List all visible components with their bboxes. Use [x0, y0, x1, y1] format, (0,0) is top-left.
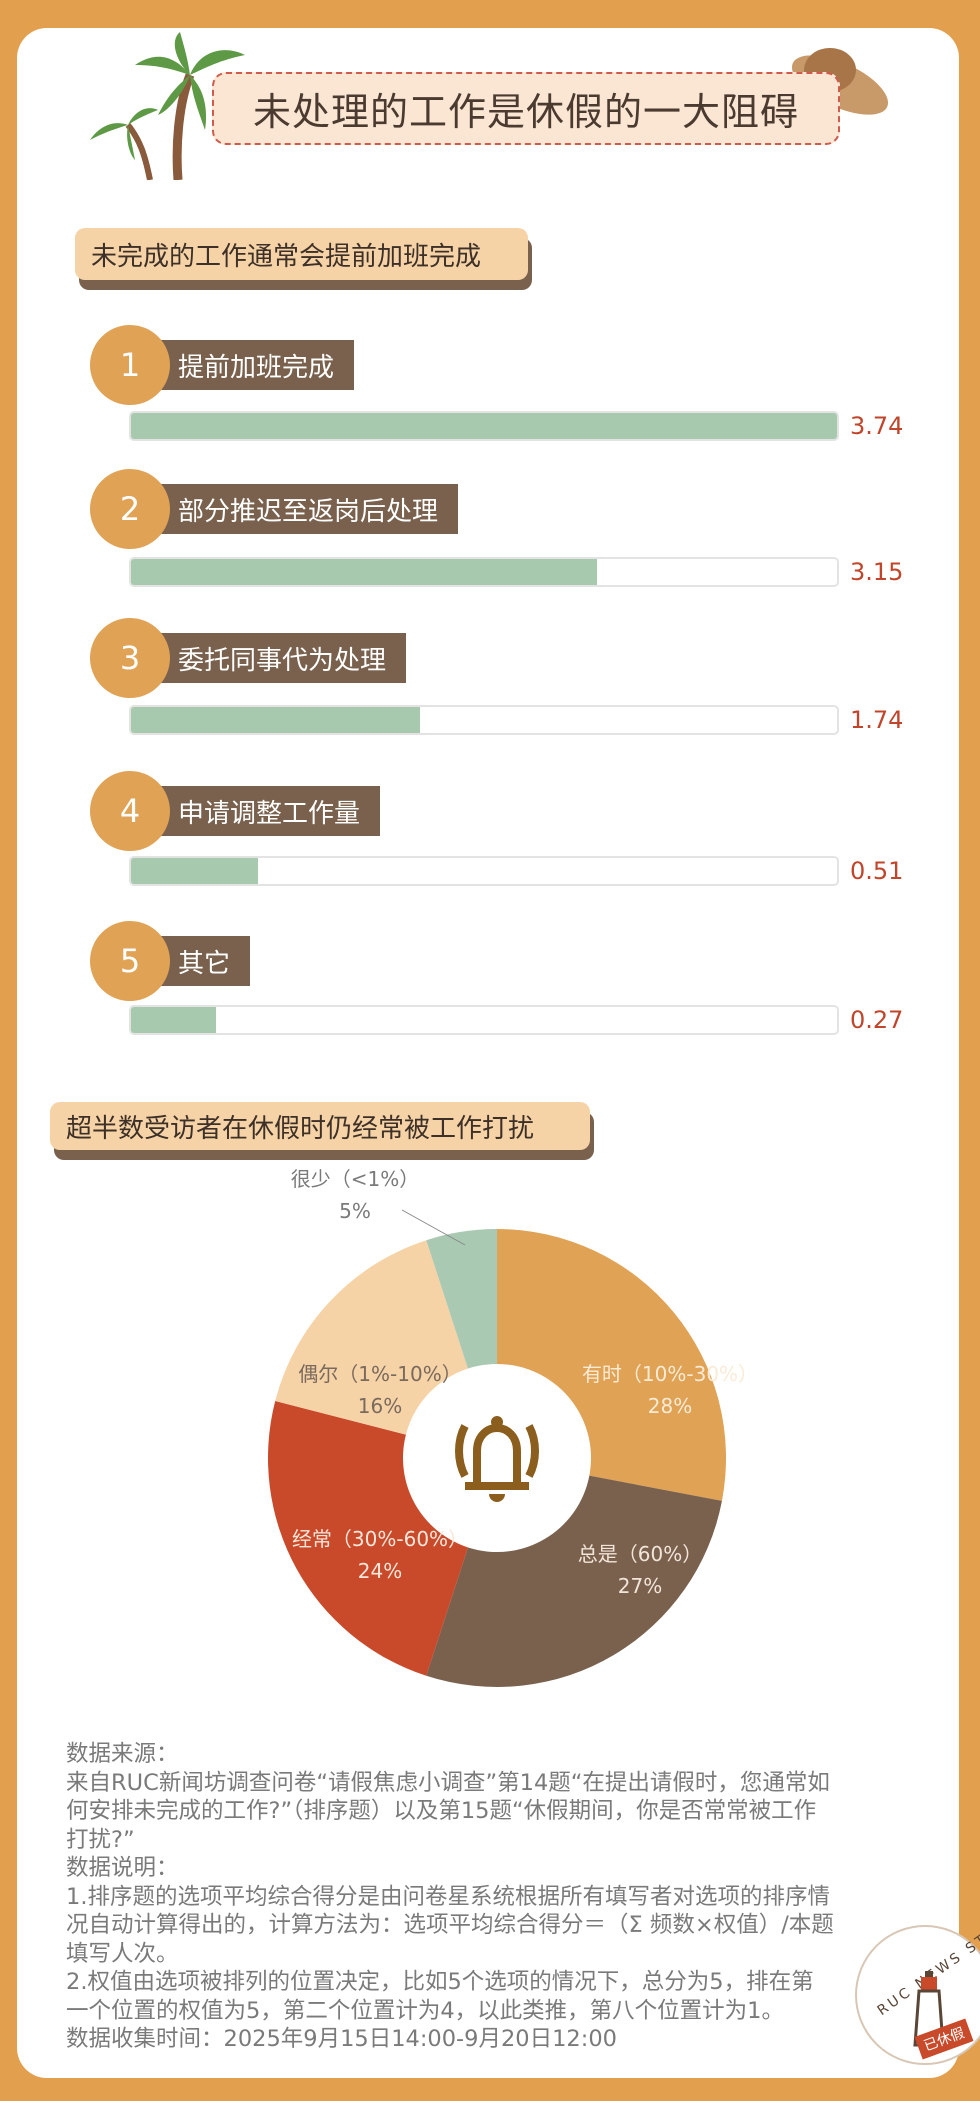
score-bar-fill — [131, 1007, 216, 1033]
score-bar — [129, 705, 839, 735]
rank-badge: 5 — [90, 921, 170, 1001]
section1-heading-text: 未完成的工作通常会提前加班完成 — [91, 241, 482, 272]
item-label: 申请调整工作量 — [154, 786, 381, 836]
score-value: 3.74 — [850, 412, 904, 440]
rank-badge: 2 — [90, 469, 170, 549]
score-bar-fill — [131, 413, 837, 439]
pie-label-value: 28% — [647, 1394, 693, 1418]
score-bar — [129, 557, 839, 587]
score-bar — [129, 1005, 839, 1035]
score-bar-fill — [131, 858, 259, 884]
pie-label-name: 有时（10%-30%） — [581, 1362, 759, 1386]
score-bar-fill — [131, 559, 597, 585]
item-label: 提前加班完成 — [154, 340, 355, 390]
item-label: 委托同事代为处理 — [154, 633, 407, 683]
footer-line: 数据收集时间：2025年9月15日14:00-9月20日12:00 — [66, 2026, 617, 2052]
score-bar — [129, 411, 839, 441]
rank-badge: 1 — [90, 325, 170, 405]
pie-label-name: 经常（30%-60%） — [291, 1527, 469, 1551]
studio-stamp: RUC NEWS STUDIO 已休假 — [855, 1903, 980, 2065]
palm-tree-icon — [90, 32, 245, 180]
pie-label: 偶尔（1%-10%） 16% — [298, 1358, 461, 1422]
rank-badge: 4 — [90, 771, 170, 851]
section2-heading: 超半数受访者在休假时仍经常被工作打扰 — [50, 1102, 590, 1150]
pie-label-value: 24% — [357, 1559, 403, 1583]
section2-heading-text: 超半数受访者在休假时仍经常被工作打扰 — [66, 1113, 535, 1144]
bell-icon — [455, 1416, 539, 1502]
section1-heading: 未完成的工作通常会提前加班完成 — [75, 228, 528, 280]
footer-line: 数据说明： — [66, 1855, 179, 1881]
score-value: 3.15 — [850, 558, 904, 586]
donut-hole — [403, 1364, 591, 1552]
footer-notes: 数据来源： 来自RUC新闻坊调查问卷“请假焦虑小调查”第14题“在提出请假时，您… — [66, 1740, 836, 2054]
pie-label-value: 27% — [617, 1574, 663, 1598]
score-value: 0.51 — [850, 857, 904, 885]
score-value: 1.74 — [850, 706, 904, 734]
footer-line: 来自RUC新闻坊调查问卷“请假焦虑小调查”第14题“在提出请假时，您通常如何安排… — [66, 1769, 830, 1853]
pie-label: 很少（<1%） 5% — [291, 1163, 420, 1227]
footer-line: 数据来源： — [66, 1741, 179, 1767]
score-bar-fill — [131, 707, 421, 733]
footer-line: 1.排序题的选项平均综合得分是由问卷星系统根据所有填写者对选项的排序情况自动计算… — [66, 1883, 834, 1967]
rank-badge: 3 — [90, 618, 170, 698]
pie-label-name: 很少（<1%） — [290, 1167, 420, 1191]
page-title: 未处理的工作是休假的一大阻碍 — [212, 72, 840, 145]
item-label: 部分推迟至返岗后处理 — [154, 484, 459, 534]
pie-label: 总是（60%） 27% — [578, 1538, 702, 1602]
pie-label-name: 总是（60%） — [577, 1542, 703, 1566]
pie-label-name: 偶尔（1%-10%） — [298, 1362, 462, 1386]
pie-label: 有时（10%-30%） 28% — [582, 1358, 758, 1422]
score-bar — [129, 856, 839, 886]
leader-line — [401, 1209, 466, 1246]
pie-label: 经常（30%-60%） 24% — [292, 1523, 468, 1587]
pie-label-value: 16% — [357, 1394, 403, 1418]
footer-line: 2.权值由选项被排列的位置决定，比如5个选项的情况下，总分为5，排在第一个位置的… — [66, 1969, 814, 2024]
pie-label-value: 5% — [339, 1199, 371, 1223]
score-value: 0.27 — [850, 1006, 904, 1034]
item-label: 其它 — [154, 936, 251, 986]
